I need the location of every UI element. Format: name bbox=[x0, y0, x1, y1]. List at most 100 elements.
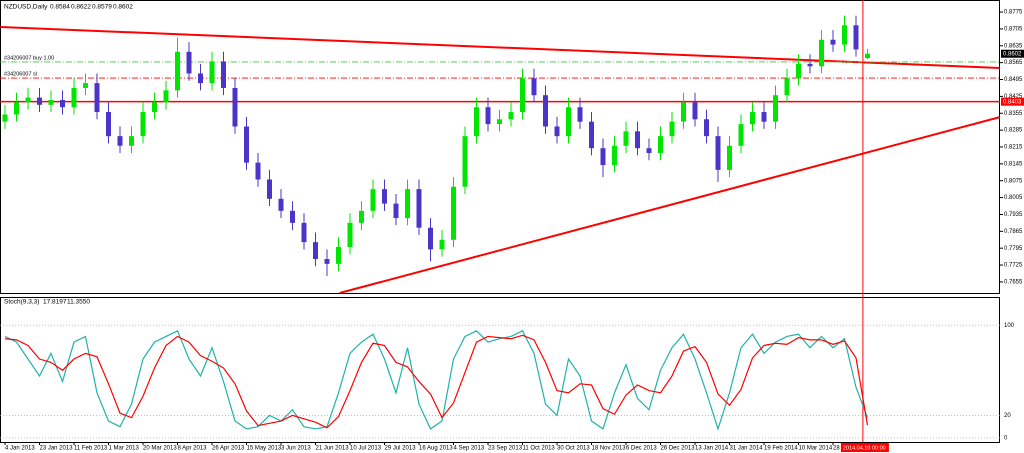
candle-body bbox=[439, 239, 445, 250]
candle-body bbox=[865, 53, 870, 59]
candle-body bbox=[830, 39, 836, 45]
ohlc-high: 0.8622 bbox=[71, 4, 91, 11]
x-tick-label: 23 Jan 2013 bbox=[40, 446, 74, 452]
candle-body bbox=[784, 78, 790, 96]
trendline bbox=[339, 116, 1001, 294]
y-tick-label: 0.7865 bbox=[1004, 229, 1023, 235]
candle-body bbox=[416, 189, 422, 228]
y-tick-label: 0.8705 bbox=[1004, 26, 1023, 32]
x-tick-label: 18 Nov 2013 bbox=[592, 446, 627, 452]
y-tick-label: 0.7935 bbox=[1004, 212, 1023, 218]
x-tick-label: 26 Dec 2013 bbox=[661, 446, 696, 452]
candle-body bbox=[612, 145, 617, 166]
y-tick-label: 20 bbox=[1004, 413, 1011, 419]
candle-body bbox=[48, 99, 54, 105]
trendline bbox=[0, 25, 1000, 69]
y-tick-label: 0.8005 bbox=[1004, 195, 1023, 201]
candle-body bbox=[14, 102, 19, 115]
candle-body bbox=[336, 246, 341, 264]
candle-body bbox=[209, 61, 215, 84]
cursor-label: 2014.04.10 00:00 bbox=[843, 445, 886, 451]
y-tick-label: 0.7795 bbox=[1004, 246, 1023, 252]
candle-body bbox=[715, 136, 721, 170]
candle-body bbox=[554, 126, 560, 137]
x-tick-label: 3 Jun 2013 bbox=[281, 446, 311, 452]
stoch-line bbox=[4, 334, 869, 429]
candle-body bbox=[750, 112, 755, 125]
x-tick-label: 6 Dec 2013 bbox=[626, 446, 657, 452]
x-tick-label: 4 Jan 2013 bbox=[5, 446, 35, 452]
candle-body bbox=[106, 112, 111, 137]
candle-body bbox=[163, 90, 169, 103]
x-tick-label: 29 Jul 2013 bbox=[385, 446, 417, 452]
candle-body bbox=[290, 210, 295, 223]
candle-body bbox=[244, 126, 249, 163]
price-label-box bbox=[1001, 97, 1024, 106]
ohlc-open: 0.8584 bbox=[50, 4, 70, 11]
current-price-box bbox=[1001, 49, 1024, 58]
y-tick-label: 0.7655 bbox=[1004, 279, 1023, 285]
candle-body bbox=[738, 124, 744, 146]
x-tick-label: 31 Jan 2014 bbox=[730, 446, 764, 452]
candle-body bbox=[451, 186, 456, 240]
candle-body bbox=[497, 119, 502, 125]
y-tick-label: 0.8565 bbox=[1004, 60, 1023, 66]
x-tick-label: 16 Aug 2013 bbox=[419, 446, 453, 452]
x-tick-label: 10 Jul 2013 bbox=[350, 446, 382, 452]
candle-body bbox=[129, 136, 134, 146]
candle-body bbox=[508, 112, 514, 120]
candle-body bbox=[359, 210, 364, 223]
candle-body bbox=[853, 25, 859, 50]
order-label: #34206007 buy 1.00 bbox=[4, 55, 54, 61]
candle-body bbox=[727, 145, 732, 170]
candle-body bbox=[474, 107, 479, 137]
y-tick-label: 0.8145 bbox=[1004, 161, 1023, 167]
candle-body bbox=[543, 95, 548, 127]
candle-body bbox=[324, 259, 330, 264]
current-price-label: 0.8602 bbox=[1003, 51, 1022, 57]
candle-body bbox=[60, 99, 65, 108]
candle-body bbox=[669, 121, 675, 137]
y-tick-label: 0.8355 bbox=[1004, 111, 1023, 117]
y-tick-label: 0.8075 bbox=[1004, 178, 1023, 184]
candle-body bbox=[232, 87, 238, 127]
candle-body bbox=[117, 136, 123, 146]
y-tick-label: 0.8635 bbox=[1004, 43, 1023, 49]
candle-body bbox=[83, 83, 88, 88]
x-tick-label: 1 Mar 2013 bbox=[109, 446, 140, 452]
y-tick-label: 0.7725 bbox=[1004, 263, 1023, 269]
candle-body bbox=[566, 107, 571, 137]
x-tick-label: 23 Sep 2013 bbox=[488, 446, 523, 452]
y-tick-label: 100 bbox=[1004, 323, 1015, 329]
candle-body bbox=[140, 112, 146, 137]
candle-body bbox=[531, 78, 537, 96]
candle-body bbox=[405, 189, 410, 219]
candle-body bbox=[186, 51, 192, 74]
x-tick-label: 8 Apr 2013 bbox=[178, 446, 208, 452]
candle-body bbox=[393, 203, 399, 219]
candle-body bbox=[347, 222, 353, 247]
y-tick-label: 0.8425 bbox=[1004, 94, 1023, 100]
candle-body bbox=[313, 242, 318, 260]
candle-body bbox=[175, 51, 180, 91]
ohlc-low: 0.8579 bbox=[92, 4, 112, 11]
candle-body bbox=[370, 189, 376, 211]
x-tick-label: 30 Oct 2013 bbox=[557, 446, 590, 452]
candle-body bbox=[382, 189, 387, 204]
y-tick-label: 0.8495 bbox=[1004, 77, 1023, 83]
candle-body bbox=[221, 61, 226, 88]
candle-body bbox=[646, 148, 652, 154]
stoch-d-value: 11.3550 bbox=[67, 299, 90, 306]
candle-body bbox=[255, 162, 261, 180]
price-panel bbox=[0, 0, 1000, 294]
y-tick-label: 0 bbox=[1004, 436, 1008, 442]
candle-body bbox=[577, 107, 583, 122]
candle-body bbox=[485, 107, 491, 125]
candle-body bbox=[520, 78, 525, 113]
candle-body bbox=[71, 87, 77, 108]
price-label: 0.8403 bbox=[1003, 99, 1022, 105]
candle-body bbox=[462, 136, 468, 187]
y-tick-label: 0.8215 bbox=[1004, 145, 1023, 151]
x-tick-label: 10 Mar 2014 bbox=[799, 446, 833, 452]
